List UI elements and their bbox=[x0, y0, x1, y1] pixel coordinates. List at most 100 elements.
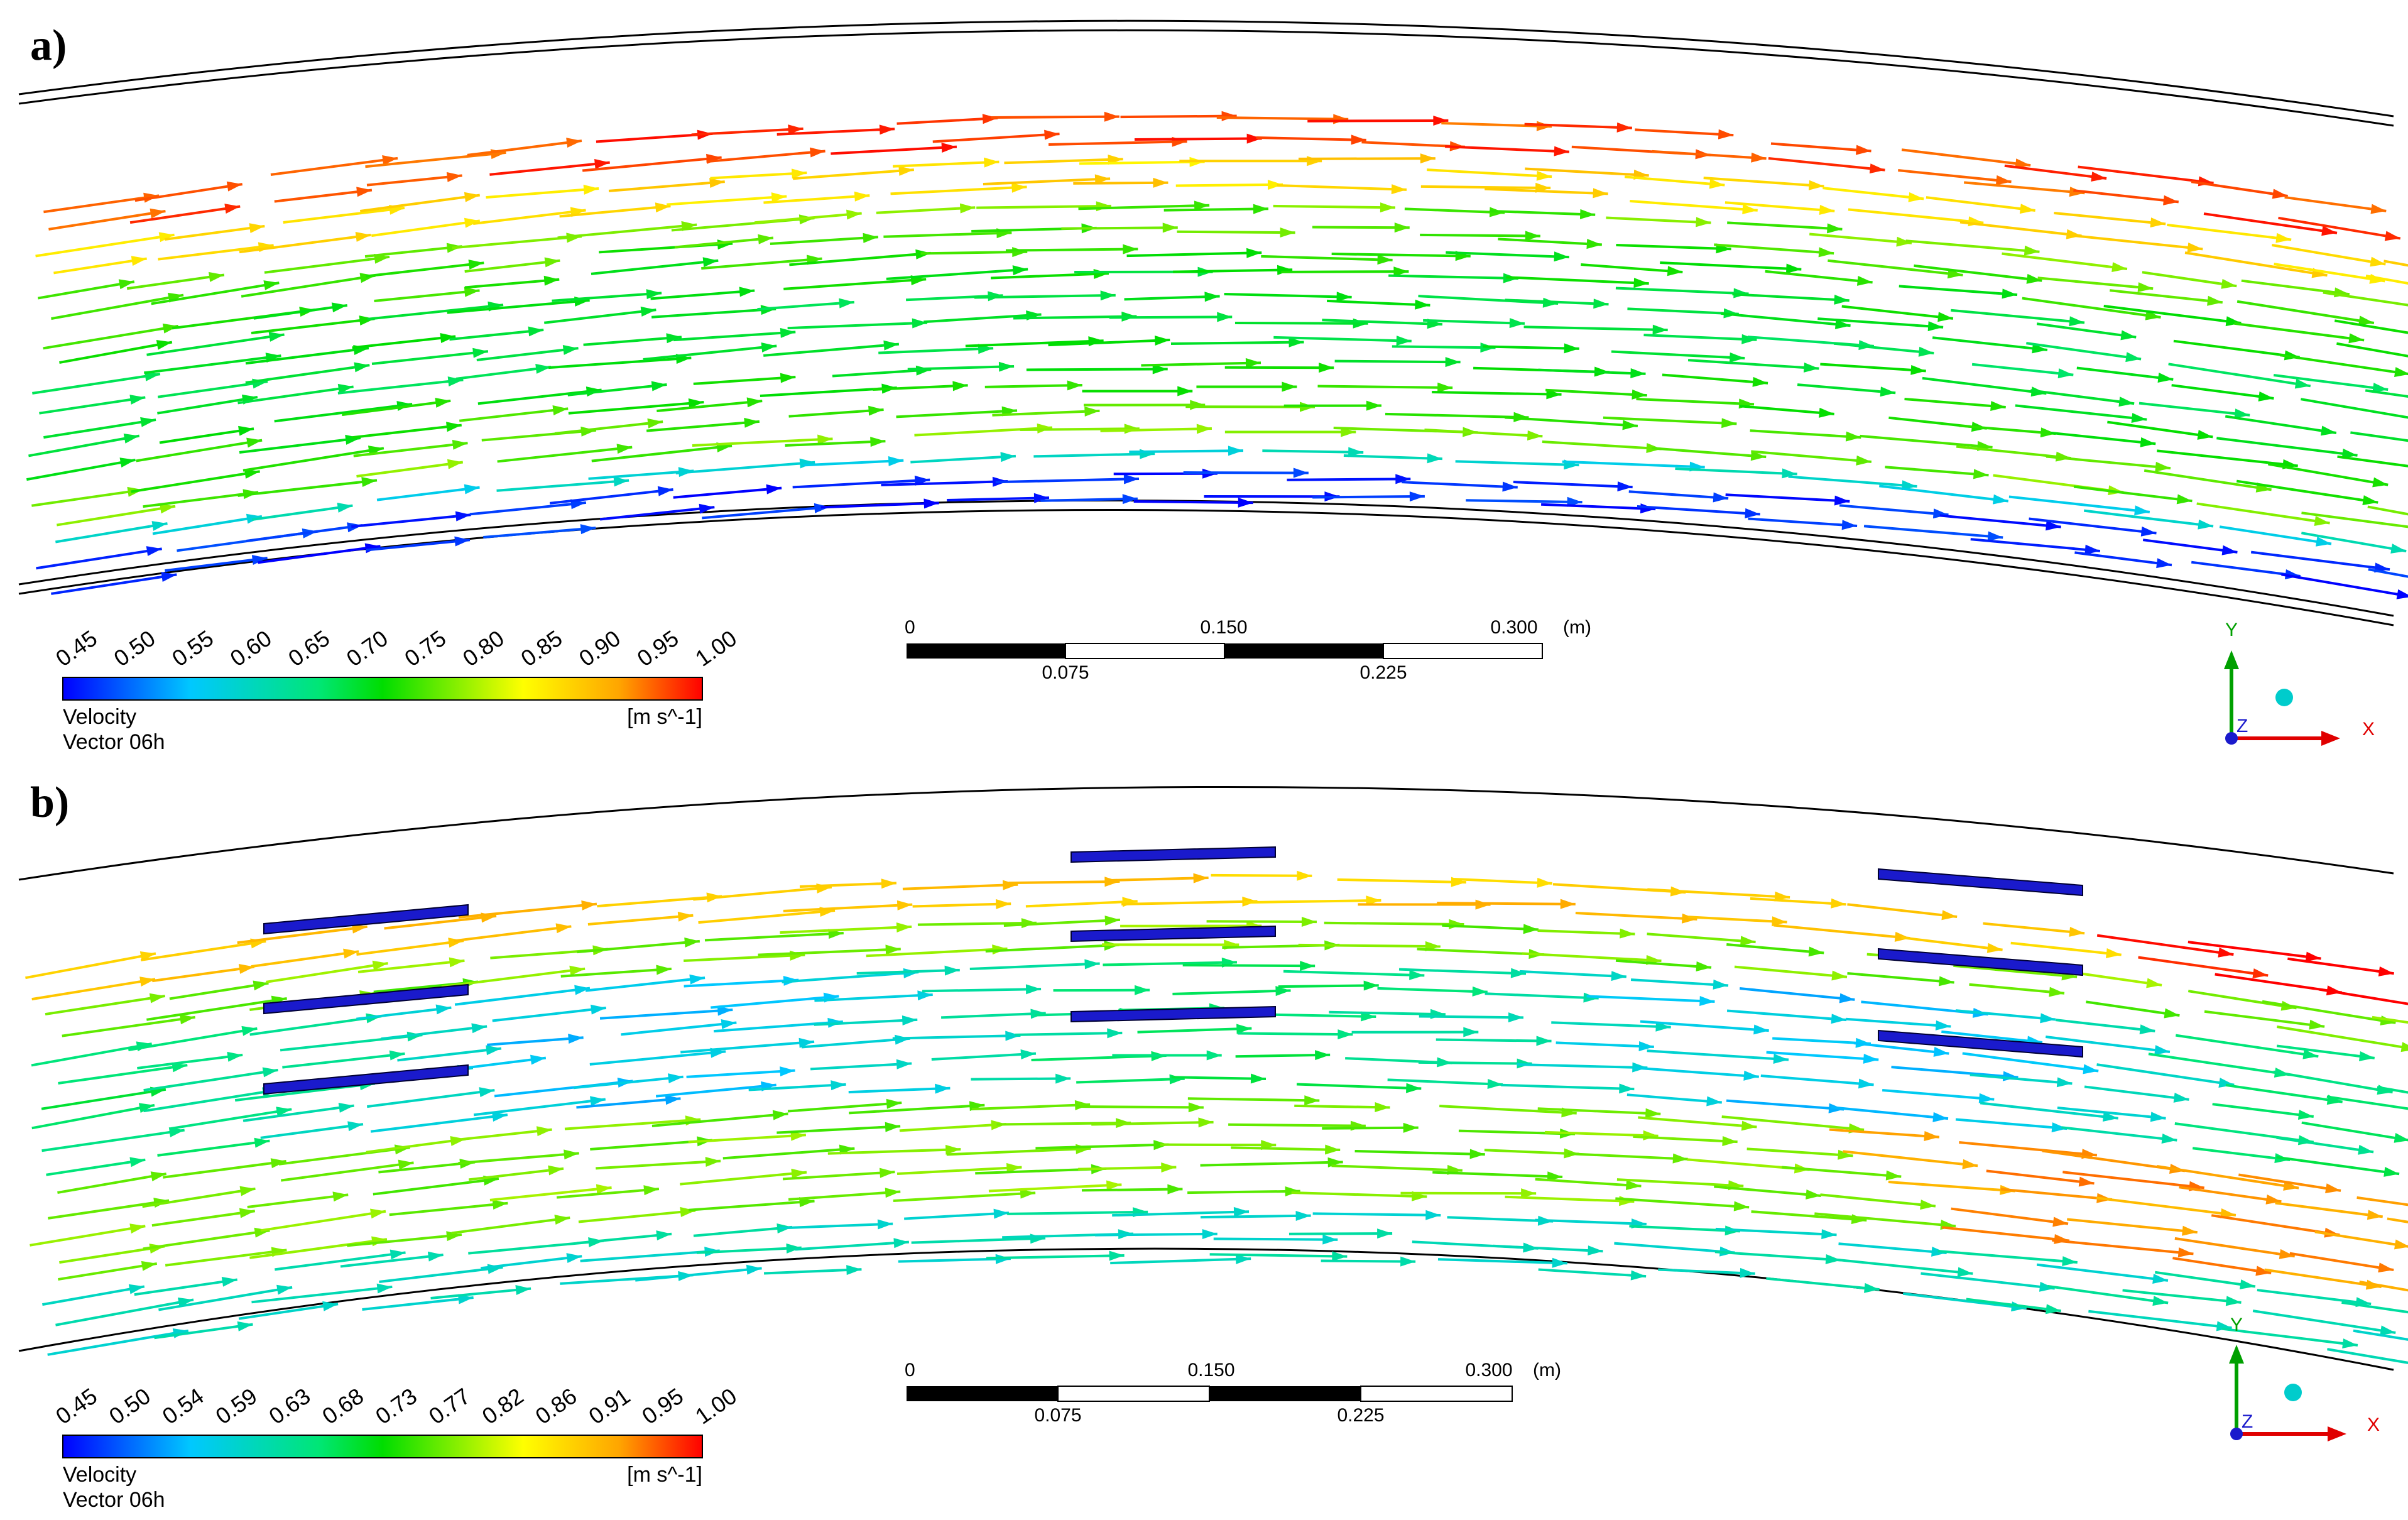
velocity-vector-head bbox=[435, 1004, 452, 1015]
velocity-vector-head bbox=[2051, 1122, 2068, 1133]
velocity-vector bbox=[2157, 1165, 2299, 1189]
outer-wall-inner-a bbox=[18, 29, 2394, 127]
velocity-vector bbox=[1324, 921, 1464, 926]
velocity-vector bbox=[1603, 416, 1737, 425]
velocity-vector-head bbox=[1834, 495, 1850, 506]
legend-caption-a: Vector 06h bbox=[63, 730, 165, 754]
velocity-vector-head bbox=[2176, 494, 2193, 505]
velocity-vector bbox=[2262, 1000, 2396, 1024]
velocity-vector bbox=[447, 298, 590, 314]
velocity-vector-head bbox=[1463, 1027, 1479, 1037]
baffles-b bbox=[263, 846, 2083, 1095]
y-axis-label-a: Y bbox=[2225, 620, 2238, 640]
velocity-vector-head bbox=[2019, 204, 2035, 214]
velocity-vector bbox=[1329, 1010, 1446, 1016]
scale-seg-2-a bbox=[1065, 643, 1225, 659]
velocity-vector bbox=[1581, 263, 1683, 274]
velocity-vector bbox=[814, 993, 933, 1002]
velocity-vector bbox=[578, 1209, 696, 1223]
legend-a: 0.45 0.50 0.55 0.60 0.65 0.70 0.75 0.80 0.85 0.90… bbox=[51, 625, 741, 754]
velocity-vector bbox=[656, 400, 763, 412]
legend-tick-label: 0.73 bbox=[371, 1383, 422, 1430]
velocity-vector-head bbox=[492, 1200, 508, 1210]
velocity-vector-head bbox=[1616, 122, 1632, 133]
velocity-vector bbox=[947, 496, 1050, 502]
velocity-vector bbox=[2326, 1095, 2408, 1110]
velocity-vector-head bbox=[1510, 968, 1527, 978]
velocity-vector bbox=[2083, 509, 2214, 528]
velocity-vector bbox=[2122, 1289, 2242, 1304]
velocity-vector-head bbox=[2234, 408, 2250, 419]
velocity-vector bbox=[2192, 1147, 2291, 1161]
velocity-vector bbox=[1485, 992, 1599, 1000]
velocity-vector bbox=[2030, 389, 2135, 405]
legend-tick-label: 0.54 bbox=[158, 1383, 209, 1430]
scale-bar-b: 0 0.150 0.300 (m) 0.075 0.225 bbox=[905, 1360, 1561, 1426]
velocity-vector bbox=[454, 987, 591, 1006]
velocity-vector-head bbox=[356, 187, 372, 197]
velocity-vector-head bbox=[885, 1122, 901, 1132]
velocity-vector-head bbox=[262, 1067, 278, 1078]
velocity-vector bbox=[1611, 350, 1745, 360]
velocity-vector-head bbox=[2207, 295, 2223, 306]
velocity-vector-head bbox=[758, 234, 773, 244]
legend-tick-label: 0.75 bbox=[400, 625, 450, 672]
velocity-vector bbox=[1751, 450, 1872, 463]
velocity-vector bbox=[384, 914, 497, 930]
velocity-vector-head bbox=[454, 536, 470, 547]
velocity-vector-head bbox=[1808, 180, 1824, 190]
velocity-vector-head bbox=[2372, 477, 2389, 488]
velocity-vector bbox=[1658, 1268, 1755, 1275]
velocity-vector-head bbox=[382, 155, 398, 165]
velocity-vector bbox=[481, 1255, 582, 1270]
velocity-vector bbox=[154, 1323, 253, 1340]
velocity-vector bbox=[704, 931, 844, 942]
velocity-vector-head bbox=[881, 878, 896, 889]
velocity-vector bbox=[591, 259, 719, 275]
velocity-vector-head bbox=[1277, 265, 1293, 275]
velocity-vector bbox=[251, 504, 353, 521]
baffle-group-1-plate-1 bbox=[263, 904, 469, 935]
legend-tick-label: 1.00 bbox=[690, 625, 741, 672]
velocity-vector-head bbox=[2341, 448, 2358, 459]
velocity-vector-head bbox=[2045, 1304, 2061, 1315]
velocity-vector-head bbox=[854, 191, 870, 202]
velocity-vector bbox=[1091, 1120, 1214, 1126]
velocity-vector bbox=[28, 434, 140, 457]
velocity-vector bbox=[381, 1025, 488, 1041]
velocity-vector-head bbox=[1406, 1083, 1422, 1093]
velocity-vector bbox=[1951, 309, 2085, 324]
velocity-vector-head bbox=[390, 1249, 406, 1260]
velocity-vector bbox=[2284, 195, 2387, 212]
velocity-vector bbox=[890, 185, 1027, 195]
velocity-vector-head bbox=[1617, 481, 1633, 492]
velocity-vector bbox=[158, 1286, 293, 1311]
velocity-vector-head bbox=[1122, 494, 1138, 505]
velocity-vector bbox=[1860, 434, 1993, 449]
velocity-vector bbox=[1008, 880, 1120, 885]
velocity-vector bbox=[564, 1118, 701, 1130]
velocity-vector-head bbox=[886, 1098, 902, 1109]
baffle-group-2-plate-3 bbox=[1071, 1005, 1276, 1023]
velocity-vector-head bbox=[709, 178, 725, 189]
velocity-vector-head bbox=[2275, 232, 2292, 243]
velocity-vector-head bbox=[162, 323, 178, 334]
velocity-vector bbox=[599, 1009, 733, 1020]
velocity-vector bbox=[770, 236, 879, 245]
velocity-vector-head bbox=[761, 342, 777, 353]
velocity-vector bbox=[2273, 1070, 2393, 1094]
velocity-vector bbox=[1817, 317, 1944, 329]
velocity-vector bbox=[684, 953, 805, 962]
velocity-vector-head bbox=[1153, 177, 1169, 188]
velocity-vector bbox=[1797, 383, 1896, 395]
velocity-vector bbox=[1734, 965, 1848, 978]
velocity-vector bbox=[1400, 1191, 1537, 1195]
velocity-vector bbox=[1322, 1126, 1419, 1130]
velocity-vector bbox=[1401, 481, 1518, 489]
velocity-vector-head bbox=[902, 1015, 918, 1025]
velocity-vector bbox=[599, 506, 715, 521]
velocity-vector bbox=[58, 1064, 188, 1085]
velocity-vector-head bbox=[2390, 544, 2407, 554]
velocity-vector-head bbox=[1772, 916, 1787, 927]
velocity-vector bbox=[554, 420, 663, 435]
